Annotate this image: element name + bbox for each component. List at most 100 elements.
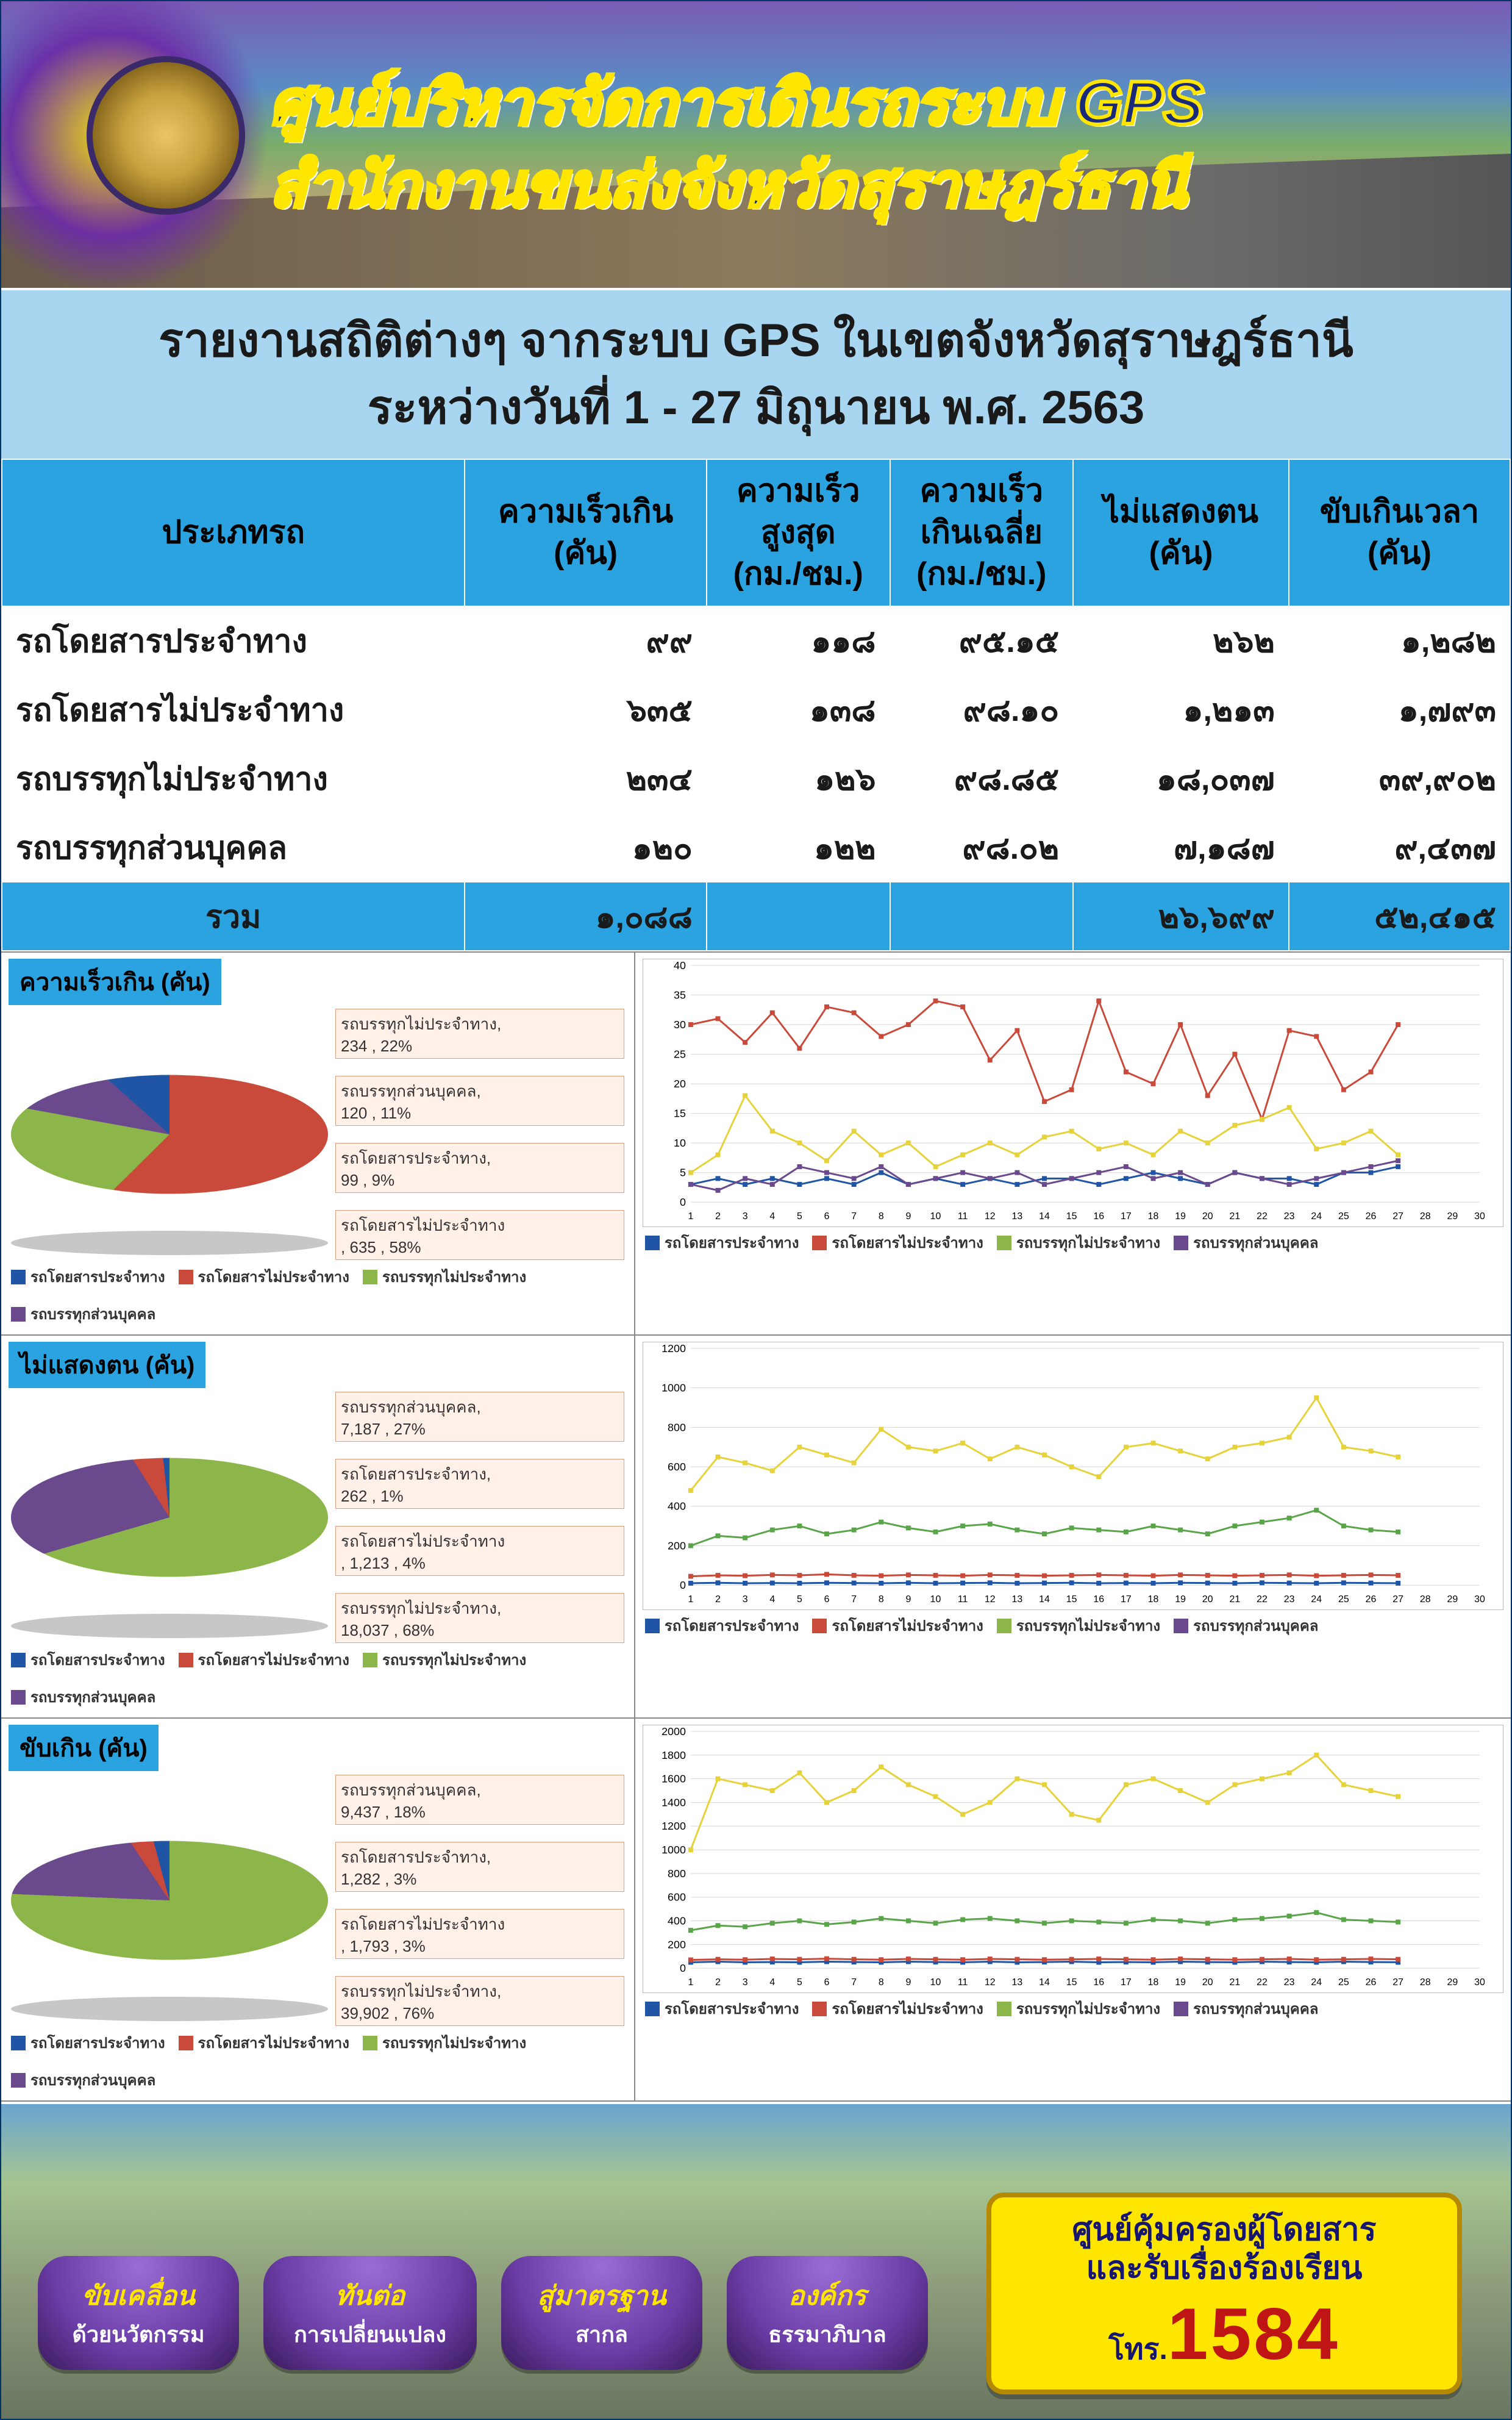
- svg-text:15: 15: [1066, 1594, 1077, 1605]
- svg-text:1400: 1400: [661, 1797, 686, 1809]
- svg-text:800: 800: [668, 1421, 686, 1433]
- svg-text:7: 7: [851, 1594, 857, 1605]
- svg-text:26: 26: [1366, 1977, 1377, 1988]
- table-header: ประเภทรถ: [2, 459, 465, 606]
- svg-text:23: 23: [1284, 1977, 1295, 1988]
- legend-item: รถบรรทุกส่วนบุคคล: [1174, 1231, 1318, 1255]
- svg-text:2: 2: [715, 1211, 721, 1222]
- pie-callout: รถโดยสารไม่ประจำทาง , 635 , 58%: [335, 1210, 624, 1260]
- legend-item: รถโดยสารไม่ประจำทาง: [179, 1265, 349, 1289]
- svg-text:9: 9: [905, 1977, 911, 1988]
- chart-row-overhours: ขับเกิน (คัน) รถบรรทุกส่วนบุคคล, 9,437 ,…: [1, 1719, 1511, 2102]
- svg-text:4: 4: [769, 1594, 775, 1605]
- page: ศูนย์บริหารจัดการเดินรถระบบ GPS สำนักงาน…: [0, 0, 1512, 2420]
- svg-text:13: 13: [1011, 1211, 1022, 1222]
- svg-text:25: 25: [674, 1048, 686, 1061]
- table-row: รถบรรทุกส่วนบุคคล๑๒๐๑๒๒๙๘.๐๒๗,๑๘๗๙,๔๓๗: [2, 813, 1510, 882]
- legend-item: รถบรรทุกไม่ประจำทาง: [363, 1265, 526, 1289]
- svg-text:24: 24: [1311, 1594, 1322, 1605]
- pie-callout: รถโดยสารไม่ประจำทาง , 1,793 , 3%: [335, 1909, 624, 1959]
- subheader-line-1: รายงานสถิติต่างๆ จากระบบ GPS ในเขตจังหวั…: [9, 307, 1503, 374]
- pie-callout: รถโดยสารประจำทาง, 1,282 , 3%: [335, 1842, 624, 1892]
- svg-text:9: 9: [905, 1594, 911, 1605]
- hotline-line-2: และรับเรื่องร้องเรียน: [1002, 2249, 1446, 2287]
- svg-text:19: 19: [1175, 1211, 1186, 1222]
- chart-row-noswipe: ไม่แสดงตน (คัน) รถบรรทุกส่วนบุคคล, 7,187…: [1, 1336, 1511, 1719]
- subheader-line-2: ระหว่างวันที่ 1 - 27 มิถุนายน พ.ศ. 2563: [9, 374, 1503, 442]
- svg-text:600: 600: [668, 1461, 686, 1473]
- subheader: รายงานสถิติต่างๆ จากระบบ GPS ในเขตจังหวั…: [1, 288, 1511, 459]
- pie-callout: รถบรรทุกส่วนบุคคล, 7,187 , 27%: [335, 1392, 624, 1442]
- footer-pill: ขับเคลื่อนด้วยนวัตกรรม: [38, 2256, 239, 2370]
- pie-chart-noswipe: [11, 1458, 328, 1577]
- footer-pill: องค์กรธรรมาภิบาล: [727, 2256, 928, 2370]
- svg-text:29: 29: [1447, 1211, 1458, 1222]
- svg-text:30: 30: [1474, 1594, 1485, 1605]
- svg-text:14: 14: [1039, 1594, 1050, 1605]
- pie-callout: รถบรรทุกไม่ประจำทาง, 234 , 22%: [335, 1009, 624, 1059]
- svg-text:14: 14: [1039, 1977, 1050, 1988]
- svg-text:15: 15: [1066, 1211, 1077, 1222]
- svg-text:400: 400: [668, 1915, 686, 1927]
- legend-item: รถโดยสารประจำทาง: [645, 1614, 799, 1638]
- legend-item: รถบรรทุกไม่ประจำทาง: [997, 1231, 1160, 1255]
- svg-text:25: 25: [1338, 1594, 1349, 1605]
- pie-callout: รถบรรทุกส่วนบุคคล, 9,437 , 18%: [335, 1775, 624, 1825]
- table-header: ความเร็ว สูงสุด (กม./ชม.): [707, 459, 890, 606]
- svg-text:6: 6: [824, 1977, 830, 1988]
- svg-text:14: 14: [1039, 1211, 1050, 1222]
- svg-text:30: 30: [1474, 1211, 1485, 1222]
- stats-table: ประเภทรถความเร็วเกิน (คัน)ความเร็ว สูงสุ…: [1, 459, 1511, 951]
- svg-text:18: 18: [1148, 1211, 1159, 1222]
- svg-text:25: 25: [1338, 1977, 1349, 1988]
- legend-item: รถโดยสารประจำทาง: [11, 1265, 165, 1289]
- svg-text:28: 28: [1420, 1594, 1431, 1605]
- svg-text:8: 8: [879, 1594, 884, 1605]
- svg-text:23: 23: [1284, 1211, 1295, 1222]
- svg-text:5: 5: [797, 1594, 802, 1605]
- table-header: ความเร็วเกิน (คัน): [465, 459, 707, 606]
- pie-callout: รถบรรทุกไม่ประจำทาง, 39,902 , 76%: [335, 1976, 624, 2026]
- legend-item: รถโดยสารประจำทาง: [11, 2031, 165, 2055]
- svg-text:10: 10: [674, 1137, 686, 1149]
- pie-title-noswipe: ไม่แสดงตน (คัน): [9, 1342, 205, 1388]
- svg-text:4: 4: [769, 1977, 775, 1988]
- svg-text:19: 19: [1175, 1977, 1186, 1988]
- svg-text:16: 16: [1093, 1211, 1104, 1222]
- svg-text:20: 20: [674, 1078, 686, 1090]
- hotline-line-1: ศูนย์คุ้มครองผู้โดยสาร: [1002, 2211, 1446, 2249]
- svg-text:27: 27: [1393, 1594, 1403, 1605]
- svg-text:21: 21: [1229, 1211, 1240, 1222]
- charts-area: ความเร็วเกิน (คัน) รถบรรทุกไม่ประจำทาง, …: [1, 951, 1511, 2102]
- svg-text:24: 24: [1311, 1977, 1322, 1988]
- svg-text:6: 6: [824, 1594, 830, 1605]
- svg-text:1: 1: [688, 1211, 693, 1222]
- legend-item: รถบรรทุกไม่ประจำทาง: [363, 2031, 526, 2055]
- svg-text:3: 3: [743, 1211, 748, 1222]
- pie-panel-noswipe: ไม่แสดงตน (คัน) รถบรรทุกส่วนบุคคล, 7,187…: [1, 1336, 635, 1717]
- svg-text:20: 20: [1202, 1211, 1213, 1222]
- title-line-2: สำนักงานขนส่งจังหวัดสุราษฎร์ธานี: [269, 145, 1499, 227]
- line-panel-speed: 0510152025303540123456789101112131415161…: [635, 953, 1511, 1334]
- hotline-number: โทร.1584: [1002, 2292, 1446, 2376]
- line-chart-speed: 0510152025303540123456789101112131415161…: [643, 959, 1503, 1227]
- legend-item: รถบรรทุกส่วนบุคคล: [1174, 1997, 1318, 2021]
- svg-text:20: 20: [1202, 1977, 1213, 1988]
- svg-text:12: 12: [985, 1211, 996, 1222]
- table-header: ขับเกินเวลา (คัน): [1289, 459, 1510, 606]
- line-panel-overhours: 0200400600800100012001400160018002000123…: [635, 1719, 1511, 2100]
- svg-text:1200: 1200: [661, 1342, 686, 1355]
- table-row: รถบรรทุกไม่ประจำทาง๒๓๔๑๒๖๙๘.๘๕๑๘,๐๓๗๓๙,๙…: [2, 744, 1510, 813]
- legend-item: รถโดยสารไม่ประจำทาง: [179, 1648, 349, 1672]
- footer-pills: ขับเคลื่อนด้วยนวัตกรรมทันต่อการเปลี่ยนแป…: [38, 2256, 928, 2370]
- svg-text:18: 18: [1148, 1977, 1159, 1988]
- svg-text:800: 800: [668, 1867, 686, 1880]
- svg-text:16: 16: [1093, 1594, 1104, 1605]
- svg-text:15: 15: [674, 1108, 686, 1120]
- svg-text:13: 13: [1011, 1594, 1022, 1605]
- svg-text:8: 8: [879, 1977, 884, 1988]
- svg-text:22: 22: [1257, 1211, 1268, 1222]
- svg-text:1: 1: [688, 1594, 693, 1605]
- svg-text:5: 5: [797, 1211, 802, 1222]
- hotline-box: ศูนย์คุ้มครองผู้โดยสาร และรับเรื่องร้องเ…: [986, 2193, 1462, 2394]
